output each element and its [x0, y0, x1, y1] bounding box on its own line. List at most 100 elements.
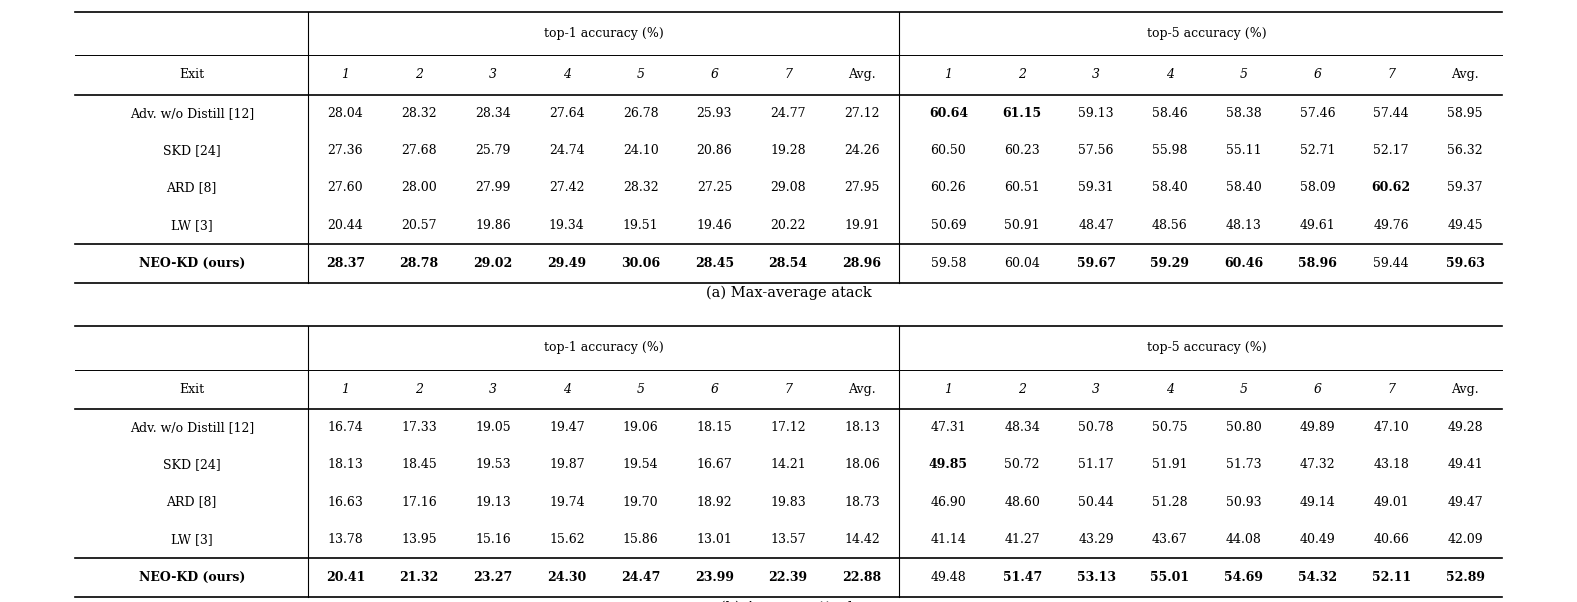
Text: 25.79: 25.79: [475, 144, 511, 157]
Text: 20.44: 20.44: [328, 219, 363, 232]
Text: Avg.: Avg.: [1451, 69, 1479, 81]
Text: 47.32: 47.32: [1299, 458, 1336, 471]
Text: 15.16: 15.16: [475, 533, 511, 546]
Text: 49.41: 49.41: [1448, 458, 1482, 471]
Text: 59.58: 59.58: [930, 257, 967, 270]
Text: 27.25: 27.25: [697, 181, 732, 194]
Text: 28.34: 28.34: [475, 107, 511, 120]
Text: 24.74: 24.74: [549, 144, 585, 157]
Text: 3: 3: [489, 69, 497, 81]
Text: 50.69: 50.69: [930, 219, 967, 232]
Text: 49.01: 49.01: [1374, 495, 1410, 509]
Text: 16.74: 16.74: [328, 421, 363, 434]
Text: 49.89: 49.89: [1299, 421, 1336, 434]
Text: 23.99: 23.99: [695, 571, 733, 584]
Text: 54.32: 54.32: [1298, 571, 1337, 584]
Text: 14.21: 14.21: [770, 458, 806, 471]
Text: 60.50: 60.50: [930, 144, 967, 157]
Text: Avg.: Avg.: [848, 69, 875, 81]
Text: 60.46: 60.46: [1224, 257, 1263, 270]
Text: 19.53: 19.53: [475, 458, 511, 471]
Text: 19.83: 19.83: [770, 495, 806, 509]
Text: 20.22: 20.22: [771, 219, 806, 232]
Text: 56.32: 56.32: [1448, 144, 1482, 157]
Text: top-5 accuracy (%): top-5 accuracy (%): [1146, 341, 1266, 355]
Text: 49.76: 49.76: [1374, 219, 1408, 232]
Text: top-1 accuracy (%): top-1 accuracy (%): [544, 27, 664, 40]
Text: 46.90: 46.90: [930, 495, 967, 509]
Text: 15.86: 15.86: [623, 533, 659, 546]
Text: 55.01: 55.01: [1150, 571, 1189, 584]
Text: 49.28: 49.28: [1448, 421, 1482, 434]
Text: 6: 6: [710, 69, 719, 81]
Text: LW [3]: LW [3]: [170, 533, 213, 546]
Text: 4: 4: [563, 69, 571, 81]
Text: 23.27: 23.27: [473, 571, 513, 584]
Text: 27.60: 27.60: [328, 181, 363, 194]
Text: 50.75: 50.75: [1153, 421, 1187, 434]
Text: 60.23: 60.23: [1005, 144, 1041, 157]
Text: 19.47: 19.47: [549, 421, 585, 434]
Text: 18.13: 18.13: [328, 458, 363, 471]
Text: 6: 6: [1314, 383, 1322, 396]
Text: Adv. w/o Distill [12]: Adv. w/o Distill [12]: [129, 107, 254, 120]
Text: 20.86: 20.86: [697, 144, 732, 157]
Text: 7: 7: [1388, 69, 1396, 81]
Text: 3: 3: [1091, 383, 1101, 396]
Text: 19.54: 19.54: [623, 458, 658, 471]
Text: 1: 1: [341, 69, 350, 81]
Text: 49.48: 49.48: [930, 571, 967, 584]
Text: Avg.: Avg.: [848, 383, 875, 396]
Text: 18.06: 18.06: [844, 458, 880, 471]
Text: 16.63: 16.63: [328, 495, 363, 509]
Text: 28.00: 28.00: [401, 181, 437, 194]
Text: 28.04: 28.04: [328, 107, 363, 120]
Text: 22.39: 22.39: [768, 571, 807, 584]
Text: 19.74: 19.74: [549, 495, 585, 509]
Text: 57.56: 57.56: [1079, 144, 1113, 157]
Text: 29.02: 29.02: [473, 257, 513, 270]
Text: 52.89: 52.89: [1446, 571, 1484, 584]
Text: 28.54: 28.54: [768, 257, 807, 270]
Text: 48.47: 48.47: [1079, 219, 1113, 232]
Text: 19.28: 19.28: [771, 144, 806, 157]
Text: 2: 2: [1019, 69, 1027, 81]
Text: 50.93: 50.93: [1225, 495, 1262, 509]
Text: 58.38: 58.38: [1225, 107, 1262, 120]
Text: NEO-KD (ours): NEO-KD (ours): [139, 257, 244, 270]
Text: 27.12: 27.12: [844, 107, 880, 120]
Text: 4: 4: [563, 383, 571, 396]
Text: Avg.: Avg.: [1451, 383, 1479, 396]
Text: 50.78: 50.78: [1079, 421, 1113, 434]
Text: 3: 3: [1091, 69, 1101, 81]
Text: 7: 7: [784, 69, 792, 81]
Text: 43.29: 43.29: [1079, 533, 1113, 546]
Text: 29.49: 29.49: [547, 257, 587, 270]
Text: 50.72: 50.72: [1005, 458, 1039, 471]
Text: 18.73: 18.73: [844, 495, 880, 509]
Text: 40.49: 40.49: [1299, 533, 1336, 546]
Text: 19.91: 19.91: [844, 219, 880, 232]
Text: 41.27: 41.27: [1005, 533, 1039, 546]
Text: 59.67: 59.67: [1077, 257, 1115, 270]
Text: 49.47: 49.47: [1448, 495, 1482, 509]
Text: Adv. w/o Distill [12]: Adv. w/o Distill [12]: [129, 421, 254, 434]
Text: 60.26: 60.26: [930, 181, 967, 194]
Text: 52.11: 52.11: [1372, 571, 1411, 584]
Text: 59.13: 59.13: [1079, 107, 1113, 120]
Text: 27.64: 27.64: [549, 107, 585, 120]
Text: 6: 6: [1314, 69, 1322, 81]
Text: 27.95: 27.95: [844, 181, 880, 194]
Text: 19.51: 19.51: [623, 219, 658, 232]
Text: 60.64: 60.64: [929, 107, 968, 120]
Text: ARD [8]: ARD [8]: [167, 495, 218, 509]
Text: 27.42: 27.42: [549, 181, 585, 194]
Text: 30.06: 30.06: [621, 257, 661, 270]
Text: 20.41: 20.41: [326, 571, 364, 584]
Text: 17.16: 17.16: [401, 495, 437, 509]
Text: 48.60: 48.60: [1005, 495, 1041, 509]
Text: 1: 1: [341, 383, 350, 396]
Text: 60.04: 60.04: [1005, 257, 1041, 270]
Text: 2: 2: [1019, 383, 1027, 396]
Text: 27.99: 27.99: [475, 181, 511, 194]
